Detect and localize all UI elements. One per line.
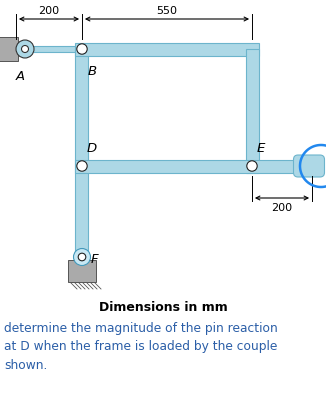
Text: F: F xyxy=(91,253,99,266)
Bar xyxy=(76,43,259,57)
Circle shape xyxy=(77,161,87,172)
Circle shape xyxy=(16,41,34,59)
Text: determine the magnitude of the pin reaction
at D when the frame is loaded by the: determine the magnitude of the pin react… xyxy=(4,321,278,371)
Text: 200: 200 xyxy=(272,203,292,213)
Text: 550: 550 xyxy=(156,6,177,16)
Bar xyxy=(245,50,259,173)
Bar xyxy=(0,38,18,62)
Text: Dimensions in mm: Dimensions in mm xyxy=(99,300,227,313)
FancyBboxPatch shape xyxy=(293,156,324,178)
Bar xyxy=(76,160,312,173)
Circle shape xyxy=(22,47,28,53)
Text: 200: 200 xyxy=(38,6,60,16)
Text: B: B xyxy=(88,65,97,78)
Circle shape xyxy=(73,249,91,266)
Text: A: A xyxy=(16,70,25,83)
Bar xyxy=(68,260,96,282)
Circle shape xyxy=(247,161,257,172)
Text: E: E xyxy=(257,142,265,155)
Text: D: D xyxy=(87,142,97,155)
Bar xyxy=(18,47,84,53)
Bar xyxy=(76,50,88,257)
Circle shape xyxy=(77,45,87,55)
Circle shape xyxy=(78,253,86,261)
